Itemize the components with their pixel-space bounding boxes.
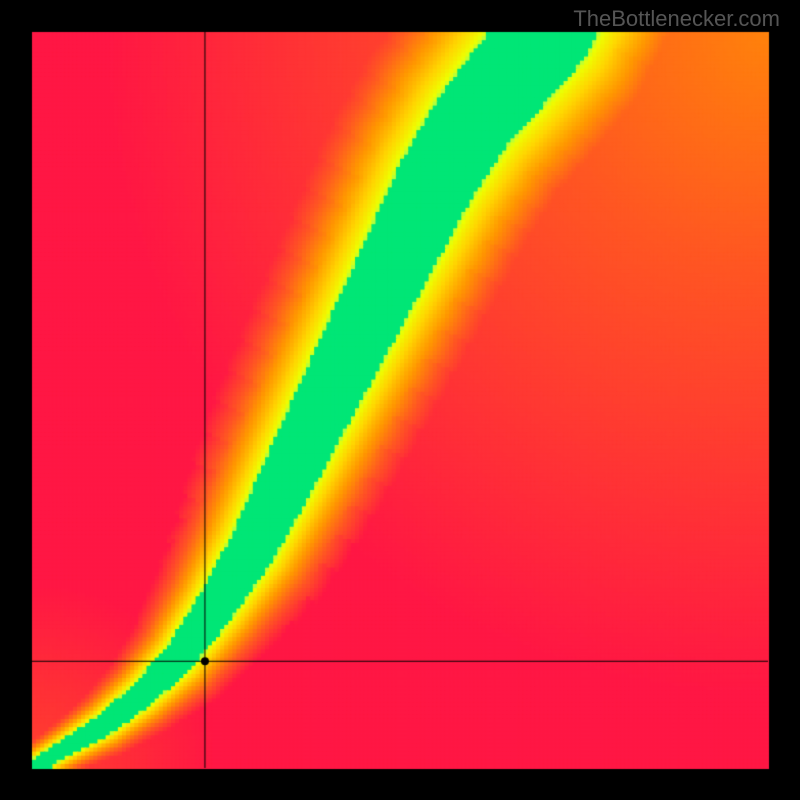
watermark-text: TheBottlenecker.com <box>573 6 780 32</box>
heatmap-canvas <box>0 0 800 800</box>
chart-container: TheBottlenecker.com <box>0 0 800 800</box>
